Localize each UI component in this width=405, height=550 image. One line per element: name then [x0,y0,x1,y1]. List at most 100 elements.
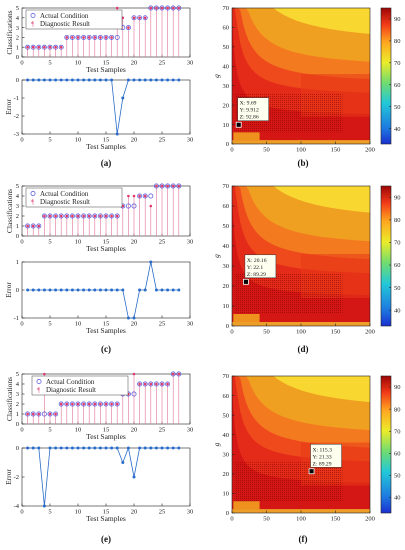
panel-c-classification-ytick-label: 4 [16,193,20,200]
panel-e-classification-diagnostic-point [104,402,108,406]
panel-f-heatmap-region-high-g [232,376,370,403]
panel-c-error-xtick-label: 0 [20,321,23,328]
panel-c-error-error-point [138,288,142,292]
panel-c-error-error-point [31,288,35,292]
panel-b-heatmap-xtick-label: 200 [365,147,375,154]
panel-b-heatmap-xtick-label: 150 [331,147,341,154]
panel-a-classification-diagnostic-point [138,16,141,20]
panel-e-classification-diagnostic-point [26,412,29,416]
panel-e-classification-actual-point [103,401,109,407]
panel-a-error-xtick-label: 20 [131,137,138,144]
panel-a-error-ytick-label: -2 [14,113,19,120]
panel-f-heatmap-datatip [310,444,342,468]
panel-e-classification-diagnostic-point [115,402,119,406]
panel-e-classification-diagnostic-point [99,402,102,406]
panel-d-heatmap-colorbar-label: 90 [394,194,401,201]
panel-f-heatmap-ylabel: g [212,442,221,446]
panel-b-heatmap-colorbar [380,7,392,145]
panel-a-error-error-point [31,78,35,82]
panel-c-classification-diagnostic-point [160,184,164,188]
panel-c-classification-diagnostic-point [26,224,29,228]
panel-a-classification-xtick-label: 5 [48,60,51,67]
panel-e-classification-diagnostic-point [132,372,136,376]
panel-b-heatmap: 0 50 100 150 200 0 10 20 30 40 50 60 70 g X: 9.69Y: 9.… [212,5,401,153]
panel-c-classification-diagnostic-point [171,184,175,188]
panel-a-error-error-point [104,78,108,82]
panel-e-classification-diagnostic-point [65,402,69,406]
panel-c-classification-actual-point [69,213,75,219]
panel-e-error-error-point [31,446,35,450]
panel-a-classification-actual-point [176,5,182,11]
panel-a-classification-diagnostic-point [59,45,63,49]
panel-c-error-error-point [177,288,181,292]
panel-d-heatmap-ytick-label: 60 [223,203,230,210]
panel-e-classification-diagnostic-point [31,412,35,416]
panel-c-classification-diagnostic-point [54,214,57,218]
panel-e-error-error-line [27,446,179,507]
panel-c-classification-legend-diagnostic-marker: * [31,199,35,207]
panel-c-error-xlabel: Test Samples [86,326,126,335]
panel-d-heatmap-datatip-line: Y: 22.1 [247,265,263,271]
panel-c-error-error-point [42,288,46,292]
panel-a-classification-actual-point [170,5,176,11]
panel-c-classification-ytick-label: 5 [16,183,19,190]
panel-a-classification-diagnostic-point [26,45,29,49]
panel-c-classification-diagnostic-point [177,184,181,188]
panel-c-error-xtick-label: 10 [75,321,82,328]
panel-e-classification-ytick-label: 4 [16,381,20,388]
panel-a-error-error-point [82,78,86,82]
panel-c-classification-diagnostic-point [59,214,63,218]
panel-e-error-error-point [138,446,142,450]
panel-c-classification-actual-point [176,183,182,189]
panel-d-heatmap-ytick-label: 50 [223,223,230,230]
panel-c-error-error-point [76,288,80,292]
panel-a-classification-actual-point [53,44,59,50]
panel-c-error-error-point [126,316,130,320]
panel-a-classification-ylabel: Classifications [5,10,14,54]
panel-c-classification-actual-point [114,213,120,219]
panel-c-classification-diagnostic-point [99,214,102,218]
panel-f-heatmap-datatip-line: Y: 21.33 [313,454,332,460]
panel-f-heatmap-xtick-label: 50 [263,516,270,523]
panel-a-error-error-point [65,78,69,82]
panel-e-error-error-point [171,446,175,450]
panel-c-classification-diagnostic-point [143,194,147,198]
panel-e-classification-ytick-label: 5 [16,371,19,378]
panel-b-heatmap-xtick-label: 100 [296,147,306,154]
panel-a-error-error-point [98,78,102,82]
panel-a-classification-diagnostic-point [93,36,97,39]
panel-e-error-error-point [126,446,130,450]
panel-d-heatmap-low-strip [233,314,260,322]
panel-e-classification-actual-point [69,401,75,407]
panel-d-heatmap-datatip [244,254,277,279]
panel-a-classification-diagnostic-point [99,36,102,39]
panel-e-classification-diagnostic-point [59,402,63,406]
panel-a-error-error-point [160,78,164,82]
panel-c-classification-diagnostic-point [104,214,108,218]
panel-e-error-xtick-label: 25 [159,509,166,516]
panel-a-error-xtick-label: 5 [48,137,51,144]
panel-a-classification-actual-point [142,15,148,21]
panel-c-error-error-point [110,288,114,292]
panel-a-classification-actual-point [131,15,137,21]
panel-a-classification-diagnostic-point [87,36,91,39]
panel-e-error: 0 5 10 15 20 25 30 -4 -2 0 Test Samples Error [4,445,193,523]
panel-a-error-error-point [138,78,142,82]
panel-a-classification-actual-point [36,44,42,50]
panel-c-classification-actual-point [36,223,42,229]
panel-a-error-frame [21,79,191,135]
panel-e-classification-actual-point [47,411,53,417]
panel-e-classification-diagnostic-point [43,372,46,376]
panel-c-classification-actual-point [103,213,109,219]
panel-d-heatmap-ylabel: g [212,254,221,258]
panel-d-heatmap-xtick-label: 200 [365,329,375,336]
panel-e-classification-xtick-label: 30 [187,427,194,434]
panel-e-classification-diagnostic-point [110,402,113,406]
panel-b-heatmap-region-high-g [232,8,370,34]
panel-a-classification-ytick-label: 5 [16,5,19,12]
panel-b-heatmap-datatip-line: Z: 92.86 [240,115,259,121]
panel-e-classification-ytick-label: 3 [16,391,19,398]
panel-c-error-error-point [93,288,97,292]
panel-f-heatmap-colorbar-label: 40 [394,495,401,502]
panel-e-error-ytick-label: -4 [14,503,20,510]
